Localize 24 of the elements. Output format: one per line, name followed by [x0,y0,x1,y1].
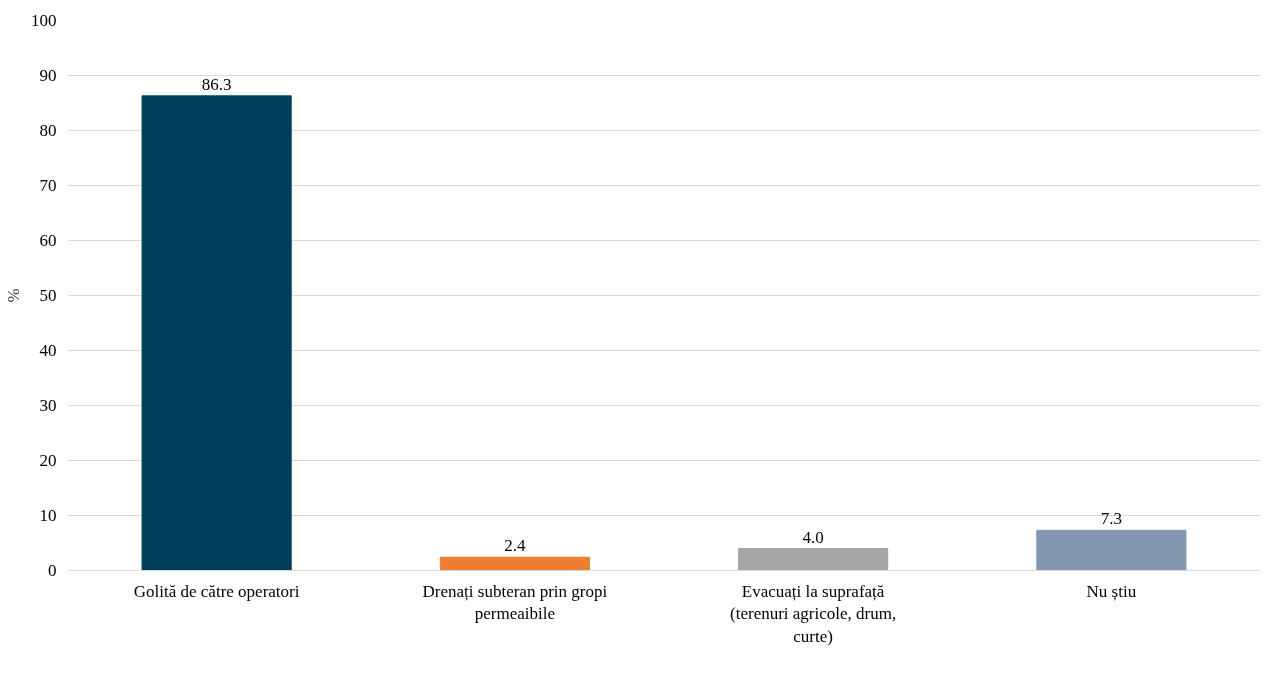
y-tick-label: 40 [39,341,57,360]
bar [141,95,292,571]
x-tick-label: Nu știu [1086,581,1137,601]
bar [439,556,590,571]
y-axis-title: % [4,288,23,303]
x-tick-label: Drenați subteran prin gropi permeaibile [422,581,608,624]
x-tick-label: Evacuați la suprafață (terenuri agricole, drum, curte) [730,581,897,647]
bar [1036,529,1187,571]
y-tick-label: 10 [39,506,57,525]
y-tick-label: 100 [31,11,57,30]
y-tick-label: 0 [48,561,57,580]
y-tick-label: 70 [39,176,57,195]
data-label: 86.3 [201,74,232,94]
x-tick-label: Golită de către operatori [133,581,300,601]
y-tick-label: 50 [39,286,57,305]
bar [738,548,889,571]
y-tick-label: 30 [39,396,57,415]
data-label: 7.3 [1100,509,1122,529]
data-label: 2.4 [504,536,526,556]
y-tick-label: 90 [39,66,57,85]
y-tick-label: 80 [39,121,57,140]
y-tick-label: 60 [39,231,57,250]
y-tick-label: 20 [39,451,57,470]
data-label: 4.0 [802,527,824,547]
